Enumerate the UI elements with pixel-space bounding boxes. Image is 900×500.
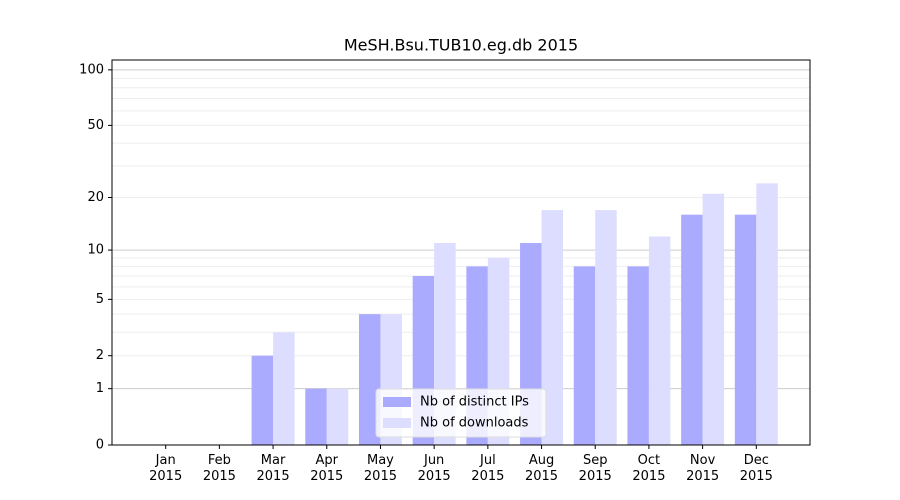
x-tick-label: Sep 2015 — [578, 453, 612, 484]
x-tick-label: Nov 2015 — [686, 453, 720, 484]
y-tick-label: 10 — [87, 243, 104, 258]
bar — [627, 266, 649, 445]
x-tick-label: Jul 2015 — [471, 453, 505, 484]
x-tick-label: Jan 2015 — [149, 453, 183, 484]
bar — [702, 193, 725, 445]
bar — [573, 266, 596, 445]
legend-label: Nb of distinct IPs — [420, 395, 529, 410]
x-tick-label: Mar 2015 — [256, 453, 290, 484]
bar — [251, 355, 274, 445]
bar — [681, 214, 703, 445]
bar — [595, 210, 617, 445]
legend-label: Nb of downloads — [420, 416, 529, 431]
x-tick-label: Feb 2015 — [202, 453, 236, 484]
legend-swatch — [383, 397, 411, 407]
chart-title: MeSH.Bsu.TUB10.eg.db 2015 — [344, 36, 578, 55]
plot-frame — [111, 59, 811, 446]
y-tick-label: 2 — [96, 348, 104, 363]
bar — [326, 388, 349, 445]
bar — [756, 183, 778, 445]
x-tick-label: Aug 2015 — [524, 453, 559, 484]
y-tick-label: 1 — [96, 381, 104, 396]
bar — [273, 332, 295, 445]
x-tick-label: Dec 2015 — [739, 453, 773, 484]
y-tick-label: 0 — [96, 438, 104, 453]
x-tick-label: Apr 2015 — [310, 453, 344, 484]
bar — [305, 388, 327, 445]
bar — [648, 236, 671, 445]
bar — [358, 314, 381, 445]
bar — [541, 210, 564, 445]
y-tick-label: 50 — [87, 118, 104, 133]
legend: Nb of distinct IPs Nb of downloads — [375, 388, 547, 438]
y-tick-label: 20 — [87, 190, 104, 205]
x-tick-label: Oct 2015 — [632, 453, 666, 484]
x-tick-label: Jun 2015 — [417, 453, 451, 484]
legend-swatch — [383, 418, 411, 428]
bar — [734, 214, 757, 445]
x-tick-label: May 2015 — [363, 453, 397, 484]
y-tick-label: 5 — [96, 292, 104, 307]
y-tick-label: 100 — [79, 62, 104, 77]
legend-box — [375, 388, 547, 438]
